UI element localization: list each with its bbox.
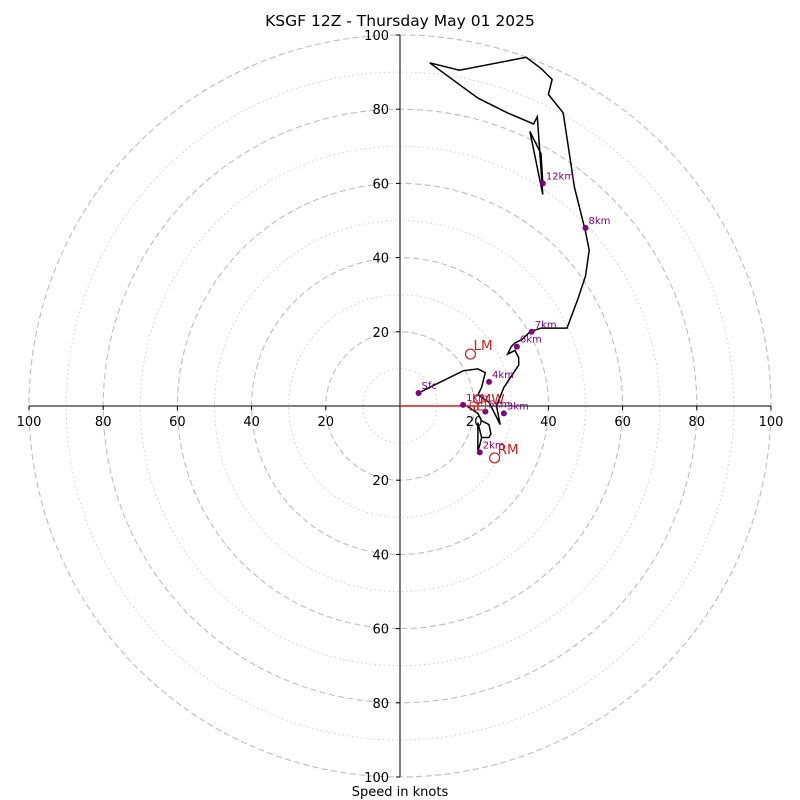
y-tick-label: 20	[372, 474, 389, 489]
hodograph-trace-upper	[418, 56, 590, 425]
height-marker-label: 5km	[488, 400, 510, 411]
height-marker-dot	[486, 378, 493, 385]
height-marker-label: 3km	[507, 401, 529, 412]
storm-motion-label: LM	[473, 338, 492, 354]
x-tick-label: 40	[540, 415, 557, 430]
hodograph-trace-lower	[466, 405, 492, 451]
height-marker-label: 4km	[492, 370, 514, 381]
height-marker-label: 1km	[466, 393, 488, 404]
height-marker-dot	[528, 328, 535, 335]
y-tick-label: 60	[372, 177, 389, 192]
storm-motion-label: C	[472, 392, 481, 408]
height-marker-dot	[500, 410, 507, 417]
hodograph-traces	[418, 56, 590, 451]
storm-motion-circle	[489, 452, 501, 464]
x-tick-label: 60	[614, 415, 631, 430]
storm-motion-circle	[464, 348, 477, 360]
height-marker-label: 7km	[535, 320, 557, 331]
height-marker-label: 6km	[520, 335, 542, 346]
x-tick-label: 60	[169, 415, 186, 430]
x-tick-label: 20	[318, 415, 335, 430]
height-marker-label: Sfc	[422, 381, 437, 392]
y-tick-label: 40	[372, 252, 389, 267]
x-tick-label: 100	[759, 415, 784, 430]
chart-title: KSGF 12Z - Thursday May 01 2025	[265, 12, 535, 30]
height-marker-dot	[460, 401, 467, 408]
x-tick-label: 80	[689, 415, 706, 430]
height-marker-label: 12km	[546, 171, 574, 182]
height-marker-dot	[582, 224, 589, 231]
storm-motion-square	[469, 401, 479, 411]
height-marker-dot	[415, 390, 422, 397]
x-tick-label: 40	[243, 415, 260, 430]
y-tick-label: 80	[372, 697, 389, 712]
storm-motion-label: RM	[498, 442, 519, 458]
height-marker-label: 8km	[589, 216, 611, 227]
height-marker-dot	[476, 449, 483, 456]
height-marker-dot	[513, 343, 520, 350]
height-marker-label: 2km	[483, 440, 505, 451]
height-marker-dot	[539, 180, 546, 187]
y-tick-label: 40	[372, 548, 389, 563]
x-tick-label: 100	[17, 415, 42, 430]
y-tick-label: 100	[364, 771, 389, 786]
height-markers: Sfc 1km 2km 3km 4km 5km 6km 7km 8km 12km	[415, 171, 611, 456]
y-tick-label: 20	[372, 326, 389, 341]
y-tick-label: 100	[364, 29, 389, 44]
y-tick-label: 80	[372, 103, 389, 118]
storm-motion-label: MW	[480, 392, 505, 408]
y-tick-label: 60	[372, 623, 389, 638]
x-tick-label: 80	[95, 415, 112, 430]
x-axis-label: Speed in knots	[352, 785, 449, 800]
storm-motion-square	[477, 401, 487, 411]
storm-motion-markers: LM RM MWC	[464, 338, 519, 464]
